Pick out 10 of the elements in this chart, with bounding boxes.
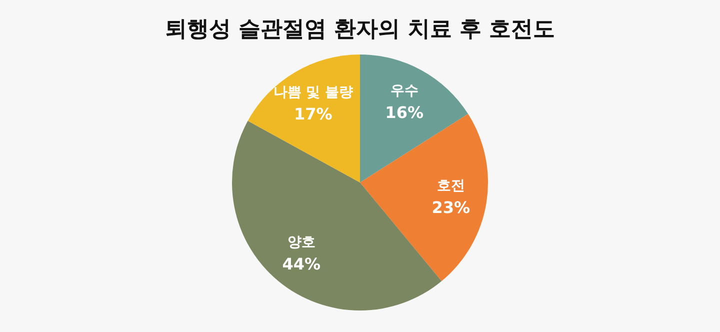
slice-label: 나쁨 및 불량	[273, 84, 354, 100]
slice-label: 우수	[390, 82, 418, 99]
data-label: 44%	[282, 254, 321, 274]
slice-label: 호전	[436, 178, 465, 194]
slice-label: 양호	[287, 234, 316, 250]
chart-title: 퇴행성 슬관절염 환자의 치료 후 호전도	[164, 17, 556, 42]
pie-slice	[248, 54, 360, 182]
data-label: 16%	[385, 102, 424, 122]
data-label: 23%	[432, 198, 470, 217]
data-label: 17%	[294, 104, 332, 124]
